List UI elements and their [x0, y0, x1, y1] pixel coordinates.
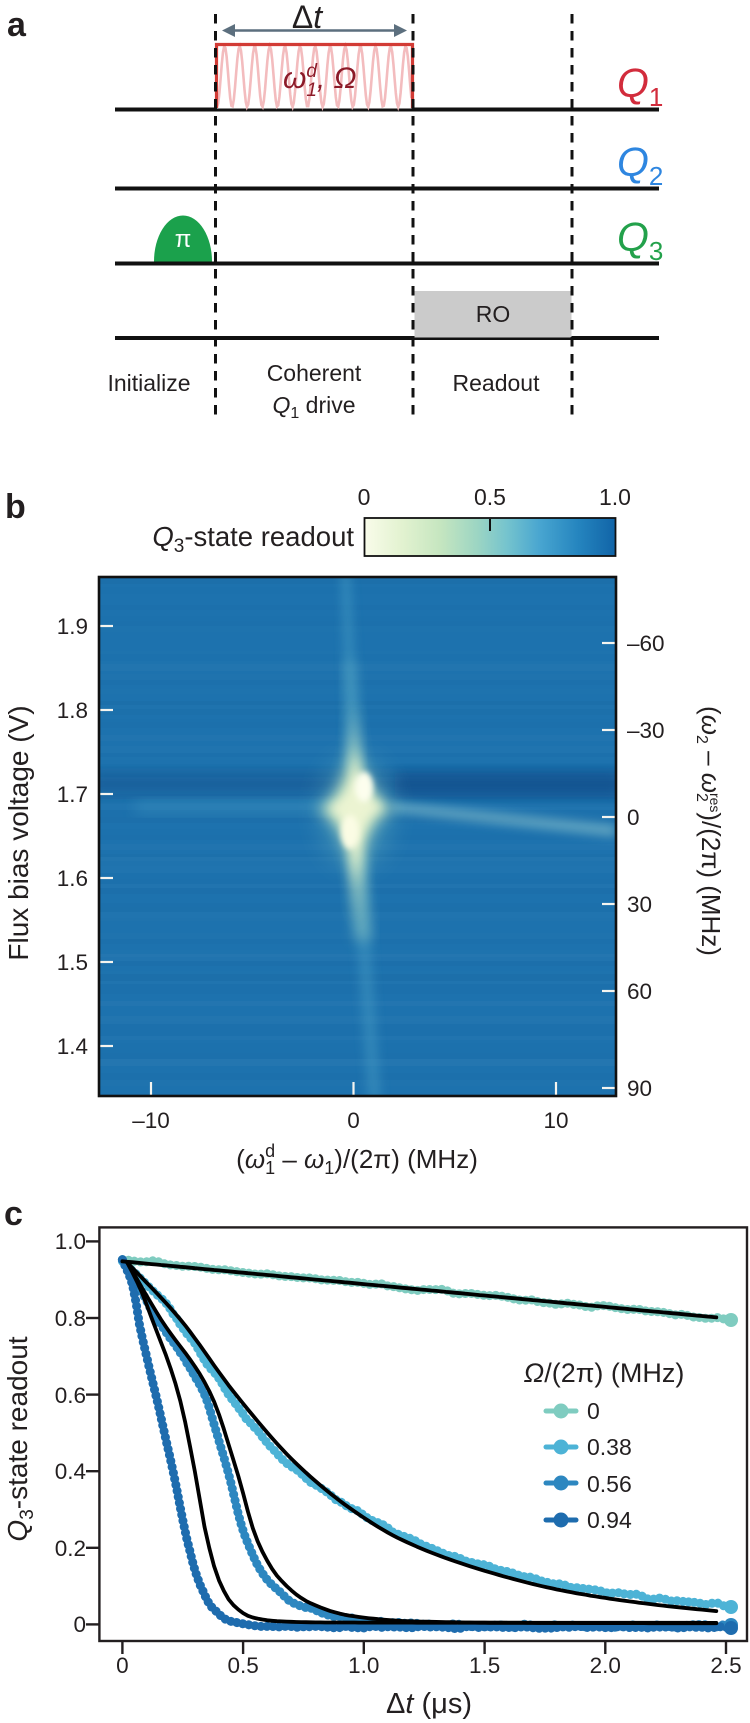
- svg-text:0.4: 0.4: [55, 1459, 86, 1484]
- svg-text:Ω/(2π) (MHz): Ω/(2π) (MHz): [524, 1358, 685, 1388]
- svg-text:30: 30: [627, 892, 652, 917]
- svg-text:Q3-state readout: Q3-state readout: [2, 1336, 38, 1541]
- svg-text:1.0: 1.0: [55, 1229, 86, 1254]
- svg-text:Δt: Δt: [292, 0, 323, 35]
- svg-text:(ω1d – ω1)/(2π) (MHz): (ω1d – ω1)/(2π) (MHz): [236, 1141, 478, 1178]
- svg-text:1.5: 1.5: [469, 1653, 500, 1678]
- svg-text:60: 60: [627, 979, 652, 1004]
- svg-text:0: 0: [587, 1398, 600, 1424]
- svg-text:90: 90: [627, 1076, 652, 1101]
- svg-text:π: π: [175, 226, 192, 253]
- svg-text:–30: –30: [627, 718, 665, 743]
- svg-text:Q1 drive: Q1 drive: [272, 392, 355, 422]
- svg-text:0: 0: [358, 484, 371, 510]
- svg-text:1.0: 1.0: [599, 484, 631, 510]
- svg-text:0.2: 0.2: [55, 1536, 86, 1561]
- svg-text:0: 0: [116, 1653, 129, 1678]
- svg-text:a: a: [7, 6, 27, 44]
- svg-text:Readout: Readout: [453, 370, 541, 396]
- svg-text:(ω2 – ω2res)/(2π) (MHz): (ω2 – ω2res)/(2π) (MHz): [693, 706, 726, 956]
- svg-text:2.5: 2.5: [710, 1653, 741, 1678]
- svg-text:10: 10: [543, 1108, 568, 1133]
- svg-text:0.5: 0.5: [227, 1653, 258, 1678]
- svg-text:RO: RO: [476, 301, 511, 327]
- svg-text:0: 0: [347, 1108, 360, 1133]
- svg-text:Q3-state readout: Q3-state readout: [152, 521, 354, 557]
- svg-text:0.94: 0.94: [587, 1507, 632, 1533]
- svg-text:1.4: 1.4: [57, 1034, 88, 1059]
- svg-text:Flux bias voltage (V): Flux bias voltage (V): [3, 705, 34, 960]
- svg-text:Q3: Q3: [617, 214, 663, 266]
- svg-text:2.0: 2.0: [590, 1653, 621, 1678]
- svg-text:0: 0: [627, 805, 640, 830]
- svg-text:0.8: 0.8: [55, 1306, 86, 1331]
- svg-text:0.5: 0.5: [474, 484, 506, 510]
- svg-text:Initialize: Initialize: [107, 370, 190, 396]
- svg-text:ω1d, Ω: ω1d, Ω: [283, 61, 356, 101]
- svg-text:–10: –10: [132, 1108, 170, 1133]
- svg-text:Δt (μs): Δt (μs): [386, 1688, 472, 1720]
- svg-text:c: c: [4, 1195, 23, 1233]
- svg-text:1.6: 1.6: [57, 866, 88, 891]
- svg-text:1.7: 1.7: [57, 782, 88, 807]
- svg-text:0: 0: [73, 1612, 86, 1637]
- svg-text:–60: –60: [627, 631, 665, 656]
- svg-text:1.5: 1.5: [57, 950, 88, 975]
- svg-text:b: b: [5, 488, 26, 526]
- svg-text:1.8: 1.8: [57, 698, 88, 723]
- svg-text:0.56: 0.56: [587, 1471, 632, 1497]
- svg-text:0.38: 0.38: [587, 1434, 632, 1460]
- svg-text:Q2: Q2: [617, 139, 663, 191]
- svg-text:Q1: Q1: [617, 60, 663, 112]
- svg-text:Coherent: Coherent: [267, 360, 362, 386]
- svg-text:1.0: 1.0: [348, 1653, 379, 1678]
- svg-text:0.6: 0.6: [55, 1383, 86, 1408]
- svg-text:1.9: 1.9: [57, 614, 88, 639]
